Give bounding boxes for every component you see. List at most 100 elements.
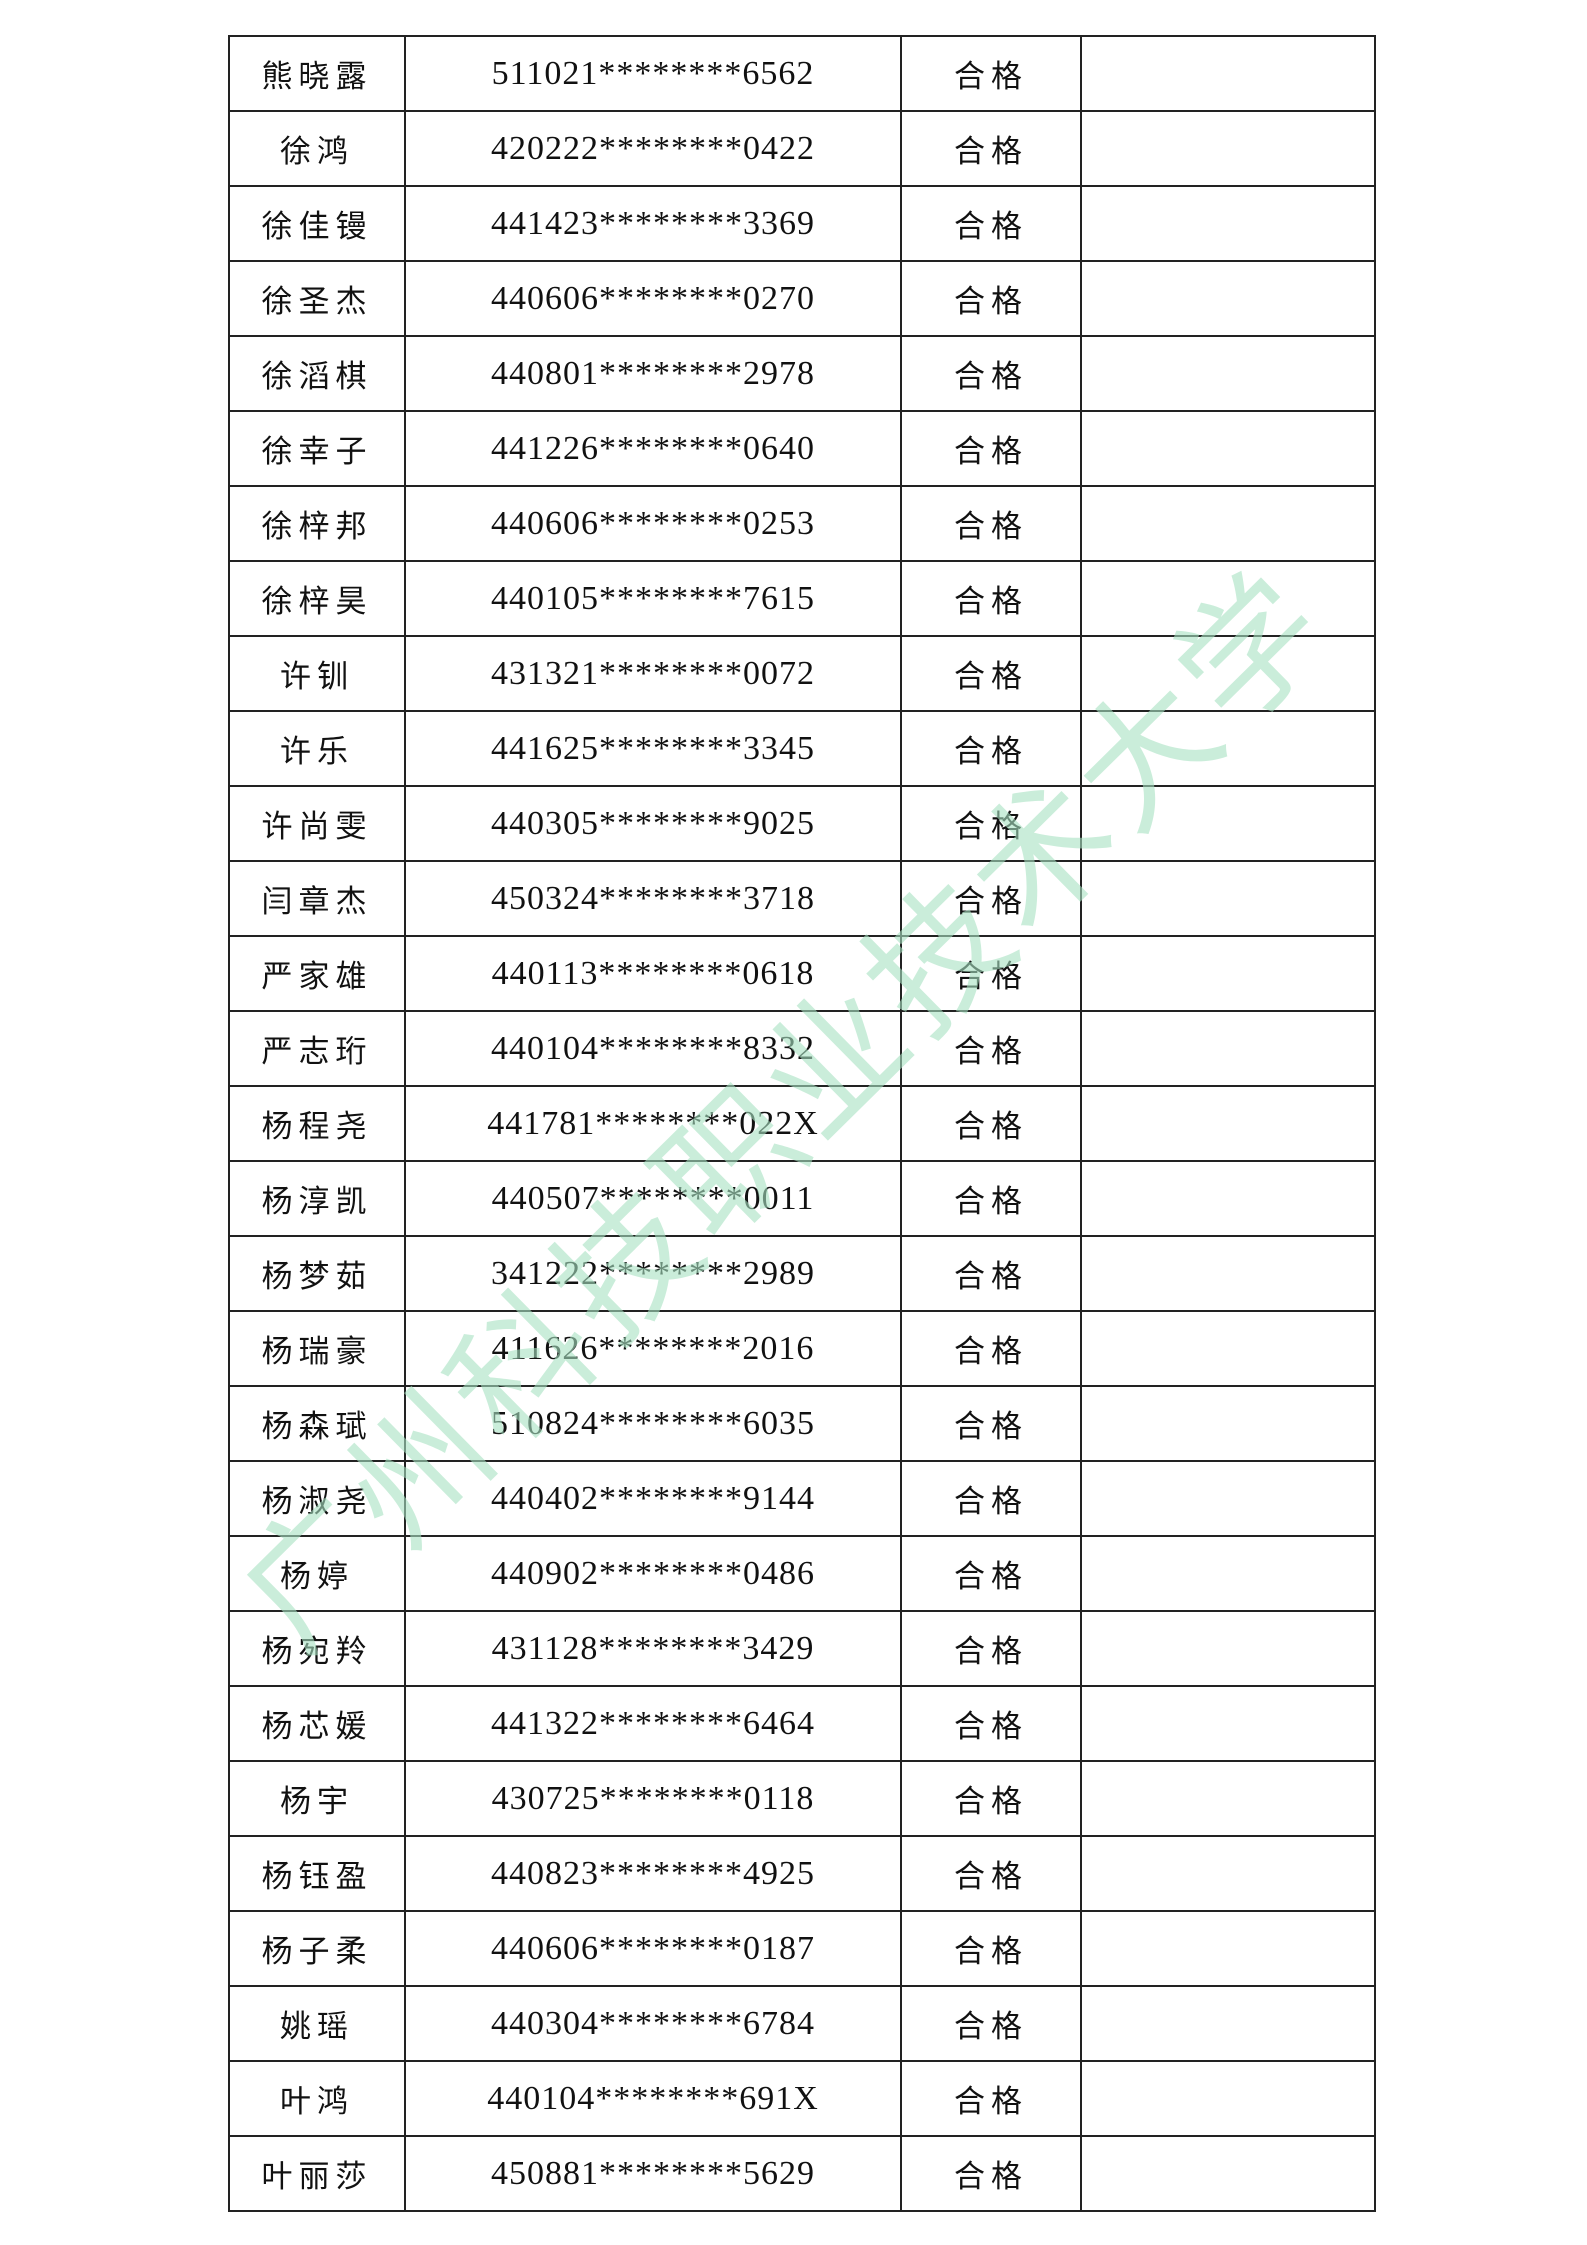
id-number-cell: 440507********0011 [404, 1160, 902, 1237]
table-row: 杨淑尧 440402********9144 合格 [228, 1460, 1376, 1537]
id-number-cell: 440105********7615 [404, 560, 902, 637]
name-cell: 徐圣杰 [228, 260, 406, 337]
name-cell: 叶丽莎 [228, 2135, 406, 2212]
id-number-cell: 440823********4925 [404, 1835, 902, 1912]
table-row: 徐滔棋 440801********2978 合格 [228, 335, 1376, 412]
table-row: 杨宇 430725********0118 合格 [228, 1760, 1376, 1837]
note-cell [1080, 1085, 1376, 1162]
id-number-cell: 440113********0618 [404, 935, 902, 1012]
table-row: 严志珩 440104********8332 合格 [228, 1010, 1376, 1087]
name-cell: 徐佳镘 [228, 185, 406, 262]
result-cell: 合格 [900, 560, 1082, 637]
result-cell: 合格 [900, 635, 1082, 712]
id-number-cell: 440606********0187 [404, 1910, 902, 1987]
note-cell [1080, 410, 1376, 487]
name-cell: 严家雄 [228, 935, 406, 1012]
table-row: 徐圣杰 440606********0270 合格 [228, 260, 1376, 337]
result-cell: 合格 [900, 2060, 1082, 2137]
note-cell [1080, 1385, 1376, 1462]
note-cell [1080, 1535, 1376, 1612]
table-row: 姚瑶 440304********6784 合格 [228, 1985, 1376, 2062]
name-cell: 杨瑞豪 [228, 1310, 406, 1387]
name-cell: 杨子柔 [228, 1910, 406, 1987]
result-cell: 合格 [900, 1160, 1082, 1237]
table-row: 徐梓邦 440606********0253 合格 [228, 485, 1376, 562]
table-row: 许尚雯 440305********9025 合格 [228, 785, 1376, 862]
table-row: 徐梓昊 440105********7615 合格 [228, 560, 1376, 637]
results-table-body: 熊晓露 511021********6562 合格 徐鸿 420222********0… [228, 35, 1376, 2212]
table-row: 熊晓露 511021********6562 合格 [228, 35, 1376, 112]
id-number-cell: 441781********022X [404, 1085, 902, 1162]
note-cell [1080, 560, 1376, 637]
id-number-cell: 441322********6464 [404, 1685, 902, 1762]
name-cell: 杨婷 [228, 1535, 406, 1612]
id-number-cell: 440104********8332 [404, 1010, 902, 1087]
note-cell [1080, 635, 1376, 712]
note-cell [1080, 335, 1376, 412]
name-cell: 徐鸿 [228, 110, 406, 187]
name-cell: 叶鸿 [228, 2060, 406, 2137]
table-row: 严家雄 440113********0618 合格 [228, 935, 1376, 1012]
name-cell: 许尚雯 [228, 785, 406, 862]
table-row: 闫章杰 450324********3718 合格 [228, 860, 1376, 937]
name-cell: 杨钰盈 [228, 1835, 406, 1912]
id-number-cell: 440402********9144 [404, 1460, 902, 1537]
table-row: 杨宛羚 431128********3429 合格 [228, 1610, 1376, 1687]
result-cell: 合格 [900, 1610, 1082, 1687]
name-cell: 杨宇 [228, 1760, 406, 1837]
note-cell [1080, 1685, 1376, 1762]
result-cell: 合格 [900, 1835, 1082, 1912]
name-cell: 许乐 [228, 710, 406, 787]
name-cell: 严志珩 [228, 1010, 406, 1087]
result-cell: 合格 [900, 110, 1082, 187]
note-cell [1080, 1835, 1376, 1912]
note-cell [1080, 1985, 1376, 2062]
name-cell: 熊晓露 [228, 35, 406, 112]
result-cell: 合格 [900, 260, 1082, 337]
id-number-cell: 430725********0118 [404, 1760, 902, 1837]
result-cell: 合格 [900, 1985, 1082, 2062]
name-cell: 杨森珷 [228, 1385, 406, 1462]
result-cell: 合格 [900, 860, 1082, 937]
id-number-cell: 341222********2989 [404, 1235, 902, 1312]
result-cell: 合格 [900, 1010, 1082, 1087]
id-number-cell: 441423********3369 [404, 185, 902, 262]
result-cell: 合格 [900, 1685, 1082, 1762]
result-cell: 合格 [900, 2135, 1082, 2212]
note-cell [1080, 35, 1376, 112]
note-cell [1080, 185, 1376, 262]
table-row: 杨淳凯 440507********0011 合格 [228, 1160, 1376, 1237]
id-number-cell: 440801********2978 [404, 335, 902, 412]
name-cell: 闫章杰 [228, 860, 406, 937]
table-row: 徐鸿 420222********0422 合格 [228, 110, 1376, 187]
id-number-cell: 411626********2016 [404, 1310, 902, 1387]
id-number-cell: 450324********3718 [404, 860, 902, 937]
result-cell: 合格 [900, 1310, 1082, 1387]
id-number-cell: 440606********0270 [404, 260, 902, 337]
table-row: 徐佳镘 441423********3369 合格 [228, 185, 1376, 262]
note-cell [1080, 1160, 1376, 1237]
result-cell: 合格 [900, 1385, 1082, 1462]
id-number-cell: 440902********0486 [404, 1535, 902, 1612]
name-cell: 杨淑尧 [228, 1460, 406, 1537]
table-row: 杨森珷 510824********6035 合格 [228, 1385, 1376, 1462]
name-cell: 徐梓昊 [228, 560, 406, 637]
name-cell: 杨宛羚 [228, 1610, 406, 1687]
table-row: 杨子柔 440606********0187 合格 [228, 1910, 1376, 1987]
note-cell [1080, 1460, 1376, 1537]
id-number-cell: 511021********6562 [404, 35, 902, 112]
id-number-cell: 431128********3429 [404, 1610, 902, 1687]
note-cell [1080, 1760, 1376, 1837]
table-row: 叶鸿 440104********691X 合格 [228, 2060, 1376, 2137]
note-cell [1080, 860, 1376, 937]
id-number-cell: 510824********6035 [404, 1385, 902, 1462]
result-cell: 合格 [900, 410, 1082, 487]
table-row: 杨梦茹 341222********2989 合格 [228, 1235, 1376, 1312]
note-cell [1080, 1610, 1376, 1687]
name-cell: 徐梓邦 [228, 485, 406, 562]
note-cell [1080, 485, 1376, 562]
note-cell [1080, 1010, 1376, 1087]
note-cell [1080, 1235, 1376, 1312]
result-cell: 合格 [900, 485, 1082, 562]
table-row: 杨钰盈 440823********4925 合格 [228, 1835, 1376, 1912]
